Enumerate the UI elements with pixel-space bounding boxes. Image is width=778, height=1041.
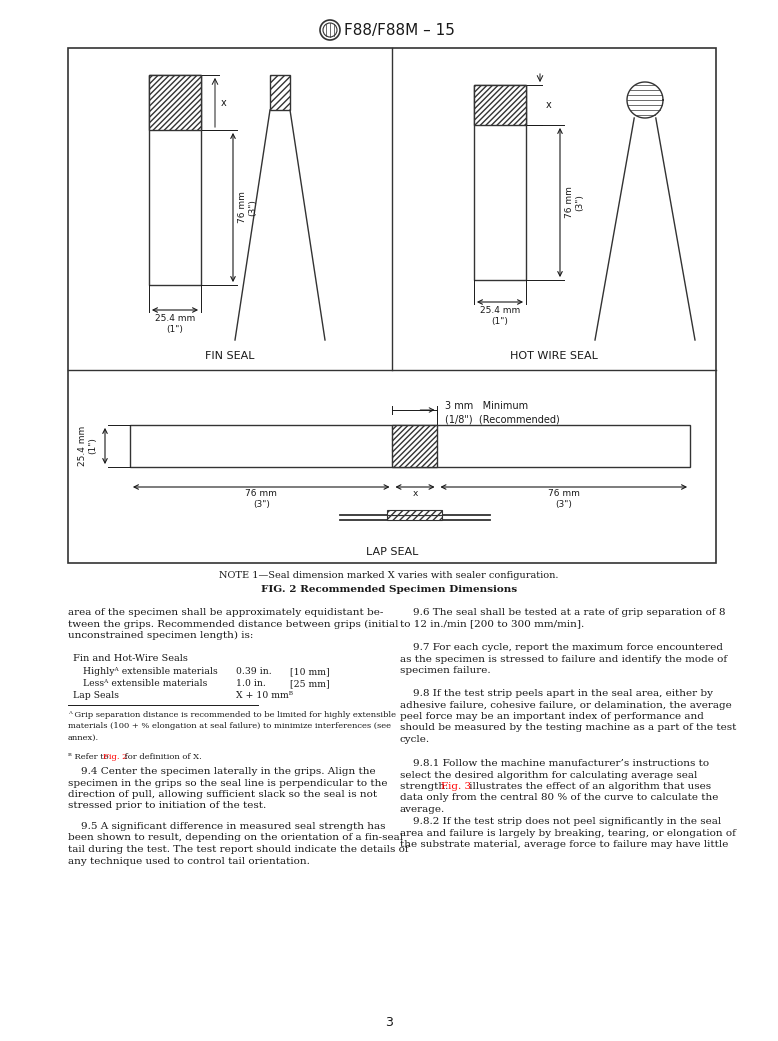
Text: 0.39 in.: 0.39 in. (236, 667, 272, 676)
Text: area and failure is largely by breaking, tearing, or elongation of: area and failure is largely by breaking,… (400, 829, 736, 838)
Text: Lap Seals: Lap Seals (73, 691, 119, 700)
Text: been shown to result, depending on the orientation of a fin-seal: been shown to result, depending on the o… (68, 834, 403, 842)
Text: 9.4 Center the specimen laterally in the grips. Align the: 9.4 Center the specimen laterally in the… (68, 767, 376, 776)
Text: for definition of X.: for definition of X. (121, 753, 202, 761)
Text: Highlyᴬ extensible materials: Highlyᴬ extensible materials (83, 667, 218, 676)
Text: LAP SEAL: LAP SEAL (366, 547, 419, 557)
Text: NOTE 1—Seal dimension marked X varies with sealer configuration.: NOTE 1—Seal dimension marked X varies wi… (219, 572, 559, 581)
Text: Fin and Hot-Wire Seals: Fin and Hot-Wire Seals (73, 654, 187, 663)
Bar (130, 425, 690, 467)
Bar (387, 510, 443, 515)
Text: [10 mm]: [10 mm] (290, 667, 330, 676)
Text: 25.4 mm
(1"): 25.4 mm (1") (155, 314, 195, 334)
Text: specimen in the grips so the seal line is perpendicular to the: specimen in the grips so the seal line i… (68, 779, 387, 787)
Text: 9.7 For each cycle, report the maximum force encountered: 9.7 For each cycle, report the maximum f… (400, 643, 723, 652)
Text: the substrate material, average force to failure may have little: the substrate material, average force to… (400, 840, 728, 849)
Bar (68, 48, 716, 563)
Bar (474, 85, 526, 280)
Text: 9.5 A significant difference in measured seal strength has: 9.5 A significant difference in measured… (68, 822, 386, 831)
Text: x: x (546, 100, 552, 110)
Bar (149, 75, 201, 130)
Text: FIN SEAL: FIN SEAL (205, 351, 254, 361)
Text: to 12 in./min [200 to 300 mm/min].: to 12 in./min [200 to 300 mm/min]. (400, 619, 584, 629)
Text: x: x (412, 488, 418, 498)
Bar (149, 75, 201, 285)
Polygon shape (627, 82, 663, 118)
Bar (270, 75, 290, 110)
Text: materials (100 + % elongation at seal failure) to minimize interferences (see: materials (100 + % elongation at seal fa… (68, 722, 391, 731)
Text: HOT WIRE SEAL: HOT WIRE SEAL (510, 351, 598, 361)
Text: ᴮ Refer to: ᴮ Refer to (68, 753, 111, 761)
Text: Fig. 2: Fig. 2 (103, 753, 127, 761)
Text: 9.8.1 Follow the machine manufacturer’s instructions to: 9.8.1 Follow the machine manufacturer’s … (400, 759, 709, 768)
Text: 76 mm
(3"): 76 mm (3") (238, 192, 258, 224)
Bar (474, 85, 526, 125)
Text: 9.6 The seal shall be tested at a rate of grip separation of 8: 9.6 The seal shall be tested at a rate o… (400, 608, 726, 617)
Text: illustrates the effect of an algorithm that uses: illustrates the effect of an algorithm t… (466, 782, 712, 791)
Text: 76 mm
(3"): 76 mm (3") (548, 489, 580, 509)
Text: unconstrained specimen length) is:: unconstrained specimen length) is: (68, 631, 254, 640)
Text: F88/F88M – 15: F88/F88M – 15 (344, 23, 455, 37)
Text: data only from the central 80 % of the curve to calculate the: data only from the central 80 % of the c… (400, 793, 718, 803)
Text: 3 mm   Minimum: 3 mm Minimum (446, 401, 528, 411)
Text: Lessᴬ extensible materials: Lessᴬ extensible materials (83, 679, 208, 688)
Text: tail during the test. The test report should indicate the details of: tail during the test. The test report sh… (68, 845, 408, 854)
Text: specimen failure.: specimen failure. (400, 666, 491, 675)
Text: 3: 3 (385, 1016, 393, 1029)
Bar (392, 425, 437, 467)
Text: 25.4 mm
(1"): 25.4 mm (1") (78, 426, 97, 466)
Text: cycle.: cycle. (400, 735, 430, 744)
Text: stressed prior to initiation of the test.: stressed prior to initiation of the test… (68, 802, 266, 811)
Text: Fig. 3: Fig. 3 (441, 782, 471, 791)
Text: any technique used to control tail orientation.: any technique used to control tail orien… (68, 857, 310, 865)
Text: as the specimen is stressed to failure and identify the mode of: as the specimen is stressed to failure a… (400, 655, 727, 663)
Text: X + 10 mmᴮ: X + 10 mmᴮ (236, 691, 293, 700)
Text: annex).: annex). (68, 734, 99, 742)
Text: adhesive failure, cohesive failure, or delamination, the average: adhesive failure, cohesive failure, or d… (400, 701, 732, 710)
Text: should be measured by the testing machine as a part of the test: should be measured by the testing machin… (400, 723, 736, 733)
Text: peel force may be an important index of performance and: peel force may be an important index of … (400, 712, 704, 721)
Text: average.: average. (400, 805, 445, 814)
Text: 76 mm
(3"): 76 mm (3") (565, 186, 584, 219)
Text: 9.8.2 If the test strip does not peel significantly in the seal: 9.8.2 If the test strip does not peel si… (400, 817, 721, 826)
Text: 76 mm
(3"): 76 mm (3") (245, 489, 277, 509)
Text: [25 mm]: [25 mm] (290, 679, 330, 688)
Text: strength.: strength. (400, 782, 451, 791)
Text: x: x (221, 98, 226, 107)
Text: FIG. 2 Recommended Specimen Dimensions: FIG. 2 Recommended Specimen Dimensions (261, 585, 517, 594)
Text: 25.4 mm
(1"): 25.4 mm (1") (480, 306, 520, 326)
Text: 1.0 in.: 1.0 in. (236, 679, 266, 688)
Text: tween the grips. Recommended distance between grips (initial: tween the grips. Recommended distance be… (68, 619, 398, 629)
Text: 9.8 If the test strip peels apart in the seal area, either by: 9.8 If the test strip peels apart in the… (400, 689, 713, 699)
Text: ᴬ Grip separation distance is recommended to be limited for highly extensible: ᴬ Grip separation distance is recommende… (68, 711, 396, 719)
Text: area of the specimen shall be approximately equidistant be-: area of the specimen shall be approximat… (68, 608, 384, 617)
Text: direction of pull, allowing sufficient slack so the seal is not: direction of pull, allowing sufficient s… (68, 790, 377, 799)
Text: (1/8")  (Recommended): (1/8") (Recommended) (446, 415, 560, 425)
Text: select the desired algorithm for calculating average seal: select the desired algorithm for calcula… (400, 770, 697, 780)
Bar (387, 515, 443, 520)
